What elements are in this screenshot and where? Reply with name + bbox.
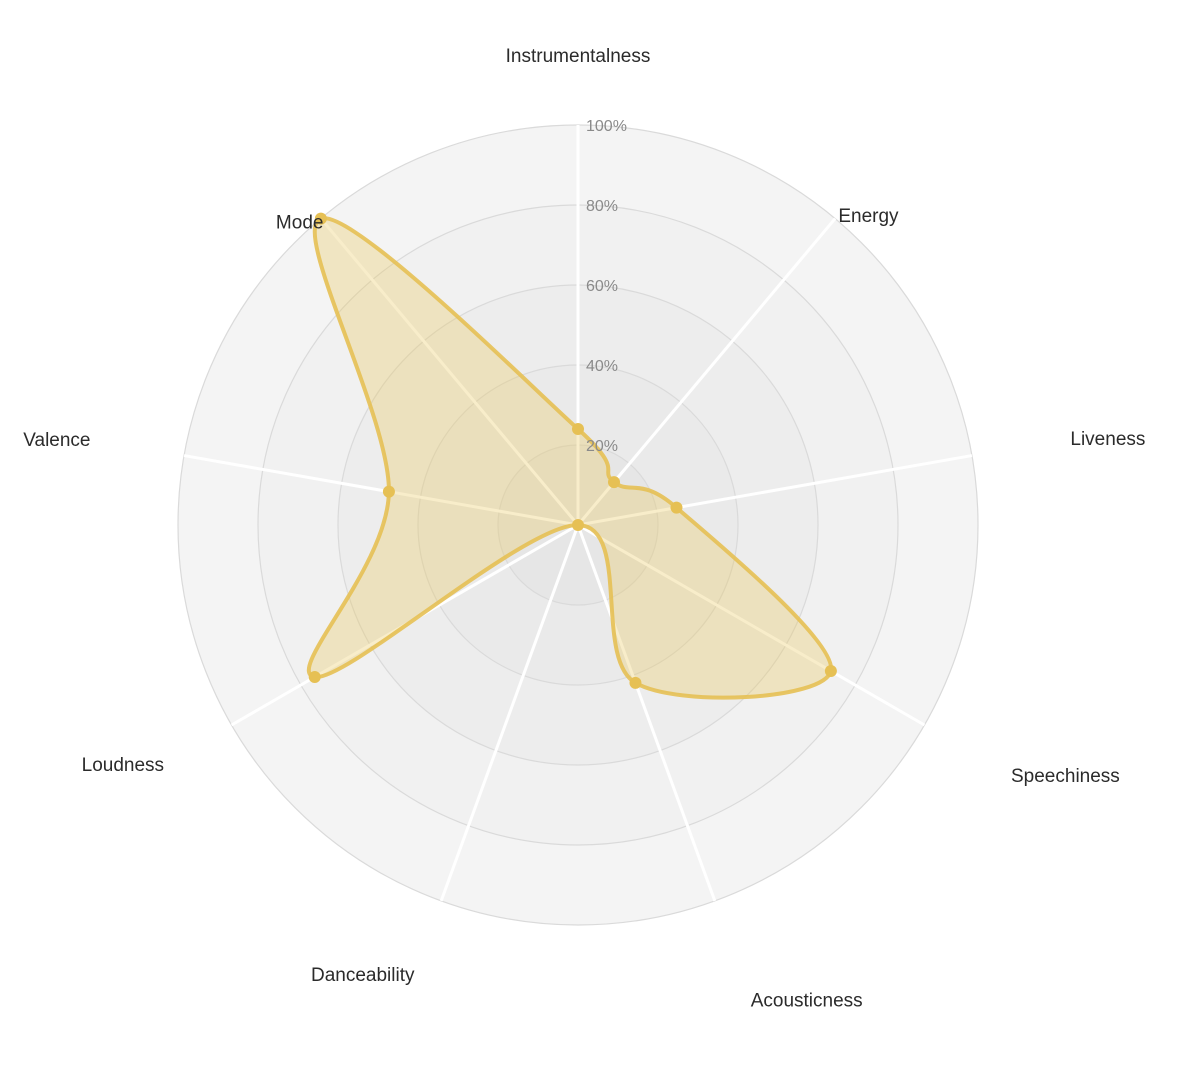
data-point-acousticness[interactable] — [629, 676, 642, 689]
axis-label-energy: Energy — [838, 206, 899, 227]
spoke-mode — [319, 217, 580, 526]
radar-data-points — [308, 212, 837, 689]
axis-label-instrumentalness: Instrumentalness — [506, 46, 651, 67]
data-point-energy[interactable] — [607, 476, 620, 489]
tick-label-5: 100% — [586, 118, 627, 135]
tick-label-1: 20% — [586, 438, 618, 455]
data-point-liveness[interactable] — [670, 501, 683, 514]
tick-label-2: 40% — [586, 358, 618, 375]
tick-label-4: 80% — [586, 198, 618, 215]
spoke-liveness — [577, 454, 973, 527]
data-point-mode[interactable] — [314, 212, 327, 225]
axis-label-liveness: Liveness — [1070, 429, 1145, 450]
axis-label-acousticness: Acousticness — [751, 991, 863, 1012]
tick-label-3: 60% — [586, 278, 618, 295]
axis-label-mode: Mode — [276, 213, 324, 234]
data-point-valence[interactable] — [382, 485, 395, 498]
axis-label-loudness: Loudness — [82, 755, 164, 776]
data-point-instrumentalness[interactable] — [572, 423, 584, 435]
axis-label-danceability: Danceability — [311, 965, 415, 986]
spoke-speechiness — [577, 523, 926, 727]
axis-labels: Instrumentalness Energy Liveness Speechines… — [23, 46, 1145, 1012]
axis-label-speechiness: Speechiness — [1011, 766, 1120, 787]
spoke-energy — [576, 217, 837, 526]
axis-label-valence: Valence — [23, 430, 90, 451]
radial-tick-labels: 20% 40% 60% 80% 100% — [586, 118, 627, 455]
spoke-acousticness — [576, 524, 717, 902]
spoke-danceability — [439, 524, 580, 902]
data-point-loudness[interactable] — [308, 671, 321, 683]
data-point-speechiness[interactable] — [824, 665, 837, 677]
data-point-danceability[interactable] — [572, 519, 584, 531]
spoke-valence — [183, 454, 579, 527]
